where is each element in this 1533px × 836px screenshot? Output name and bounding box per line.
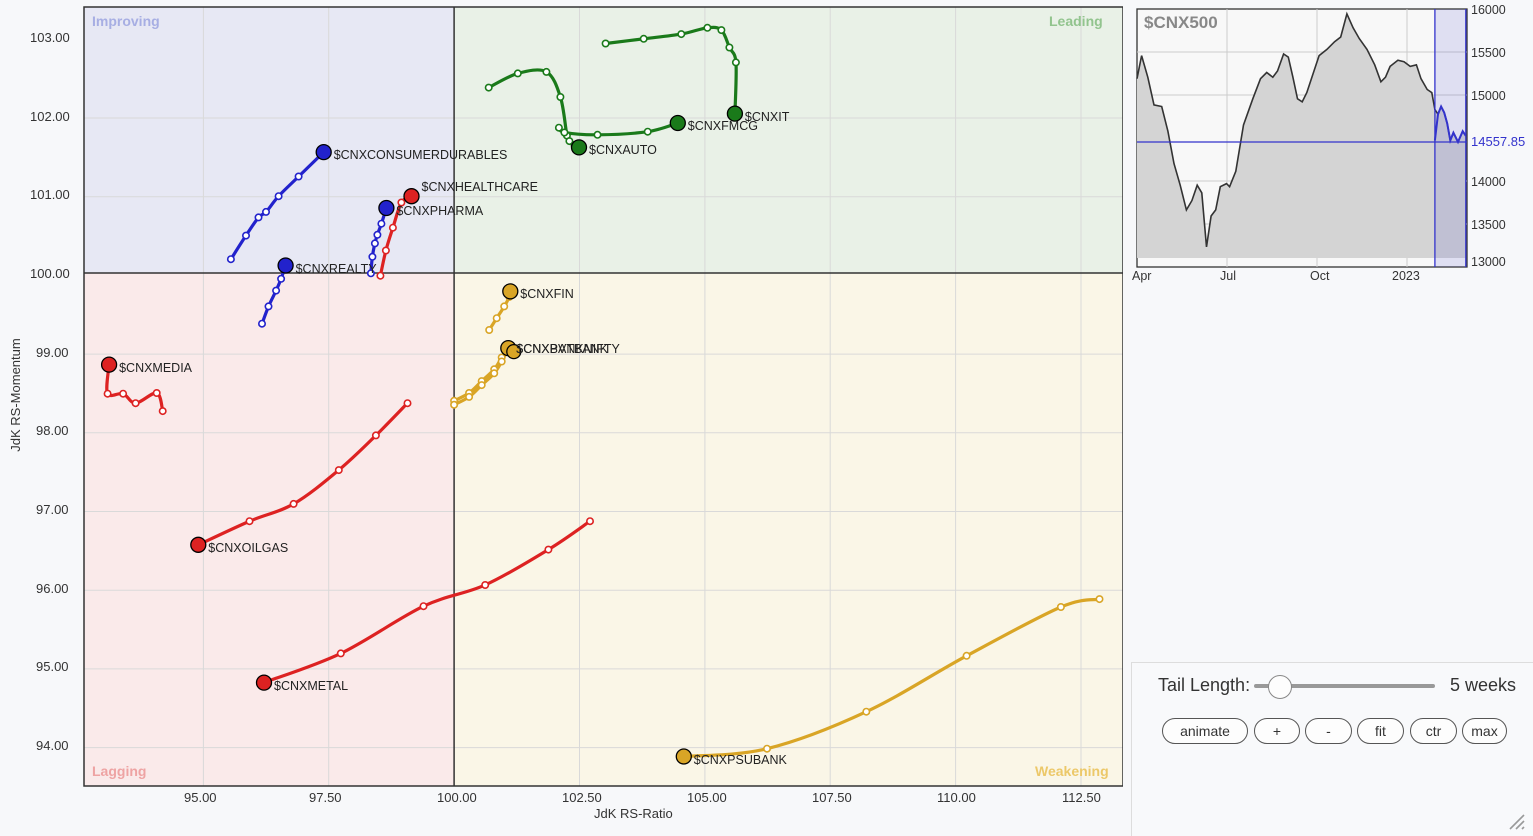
svg-text:Apr: Apr xyxy=(1132,269,1151,283)
svg-text:14000: 14000 xyxy=(1471,175,1506,189)
svg-text:13000: 13000 xyxy=(1471,255,1506,269)
svg-text:Jul: Jul xyxy=(1220,269,1236,283)
svg-text:Oct: Oct xyxy=(1310,269,1330,283)
svg-text:13500: 13500 xyxy=(1471,218,1506,232)
svg-text:2023: 2023 xyxy=(1392,269,1420,283)
svg-text:15000: 15000 xyxy=(1471,89,1506,103)
svg-text:16000: 16000 xyxy=(1471,3,1506,17)
svg-text:15500: 15500 xyxy=(1471,46,1506,60)
svg-text:$CNX500: $CNX500 xyxy=(1144,13,1218,32)
svg-text:14557.85: 14557.85 xyxy=(1471,134,1525,149)
